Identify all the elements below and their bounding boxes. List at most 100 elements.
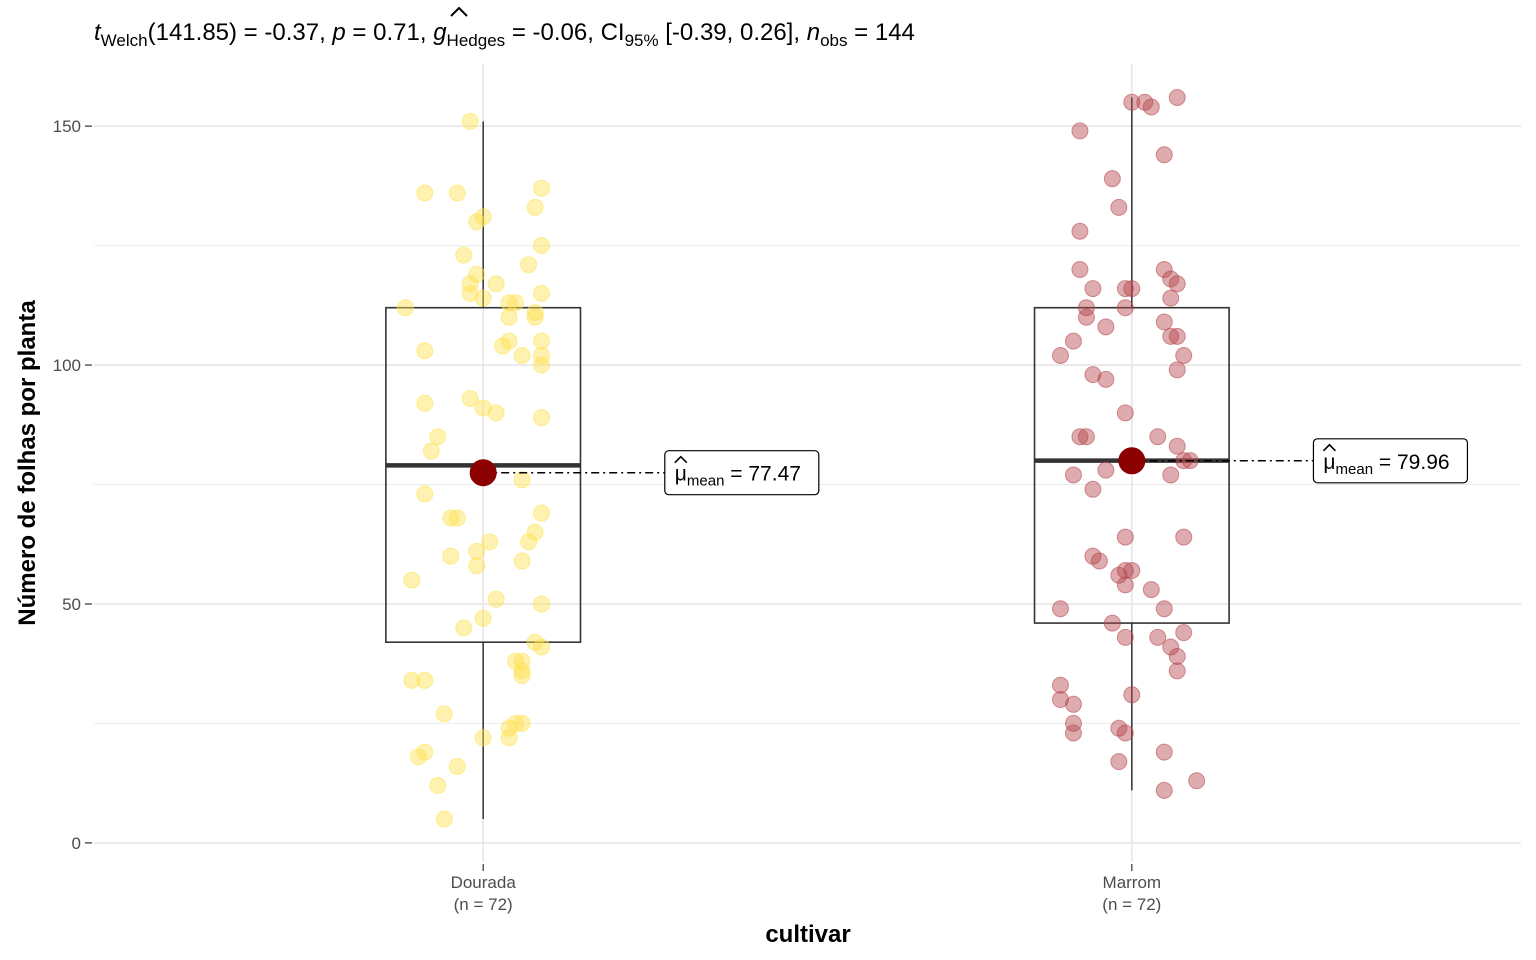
y-tick-label: 0	[72, 834, 81, 853]
data-point	[435, 810, 453, 828]
data-point	[533, 346, 551, 364]
data-point	[474, 729, 492, 747]
data-point	[455, 619, 473, 637]
data-point	[1110, 753, 1128, 771]
data-point	[403, 571, 421, 589]
data-point	[1097, 461, 1115, 479]
data-point	[1116, 280, 1134, 298]
data-point	[1162, 289, 1180, 307]
data-point	[461, 284, 479, 302]
data-point	[409, 748, 427, 766]
data-point	[448, 509, 466, 527]
y-tick-label: 50	[62, 595, 81, 614]
data-point	[1051, 346, 1069, 364]
data-point	[1168, 327, 1186, 345]
data-point	[1071, 122, 1089, 140]
data-point	[1175, 528, 1193, 546]
data-point	[1168, 361, 1186, 379]
mean-label-text: μmean = 77.47	[675, 463, 801, 490]
box-marrom	[1033, 306, 1230, 624]
data-point	[1071, 428, 1089, 446]
data-point	[1168, 88, 1186, 106]
data-point	[1155, 743, 1173, 761]
data-point	[1097, 318, 1115, 336]
data-point	[474, 399, 492, 417]
data-point	[500, 729, 518, 747]
data-point	[1123, 280, 1141, 298]
x-tick-count: (n = 72)	[454, 895, 513, 914]
data-point	[1116, 724, 1134, 742]
data-point	[468, 557, 486, 575]
data-point	[1142, 581, 1160, 599]
data-point	[533, 504, 551, 522]
data-point	[1077, 299, 1095, 317]
data-point	[481, 533, 499, 551]
data-point	[1162, 466, 1180, 484]
data-point	[1090, 552, 1108, 570]
data-point	[494, 337, 512, 355]
data-point	[396, 299, 414, 317]
data-point	[1123, 93, 1141, 111]
data-point	[1155, 600, 1173, 618]
data-point	[1168, 275, 1186, 293]
data-point	[442, 509, 460, 527]
data-point	[1162, 327, 1180, 345]
data-point	[487, 590, 505, 608]
data-point	[416, 342, 434, 360]
data-point	[520, 256, 538, 274]
data-point	[513, 346, 531, 364]
data-point	[513, 667, 531, 685]
data-point	[1155, 260, 1173, 278]
data-point	[1110, 198, 1128, 216]
data-point	[461, 112, 479, 130]
data-point	[1084, 480, 1102, 498]
data-point	[416, 184, 434, 202]
box-dourada	[385, 306, 582, 643]
data-point	[507, 294, 525, 312]
data-point	[1155, 781, 1173, 799]
data-point	[1084, 366, 1102, 384]
data-point	[1149, 628, 1167, 646]
y-tick-label: 150	[53, 117, 81, 136]
data-point	[1064, 724, 1082, 742]
mean-markers: μmean = 77.47 μmean = 79.96	[469, 438, 1469, 496]
mean-point	[1118, 447, 1146, 475]
data-point	[1168, 662, 1186, 680]
data-point	[1051, 691, 1069, 709]
data-point	[474, 609, 492, 627]
data-point	[533, 638, 551, 656]
data-point	[461, 275, 479, 293]
data-point	[1116, 404, 1134, 422]
data-points	[396, 88, 1206, 828]
chart-subtitle: tWelch(141.85) = -0.37, p = 0.71, gHedge…	[94, 19, 915, 50]
axes: 0 50 100 150 Dourada (n = 72) Marrom (n = 72)	[53, 117, 1162, 914]
data-point	[416, 485, 434, 503]
hat-icon	[674, 455, 688, 464]
data-point	[500, 308, 518, 326]
data-point	[416, 394, 434, 412]
data-point	[1051, 600, 1069, 618]
y-axis-title: Número de folhas por planta	[14, 300, 41, 626]
x-tick-label: Marrom	[1103, 873, 1162, 892]
data-point	[533, 595, 551, 613]
data-point	[1188, 772, 1206, 790]
data-point	[1084, 280, 1102, 298]
data-point	[533, 409, 551, 427]
data-point	[455, 246, 473, 264]
data-point	[487, 404, 505, 422]
x-axis-title: cultivar	[765, 921, 850, 948]
data-point	[474, 289, 492, 307]
data-point	[1064, 332, 1082, 350]
data-point	[422, 442, 440, 460]
hat-icon	[450, 6, 468, 17]
data-point	[1116, 299, 1134, 317]
data-point	[435, 705, 453, 723]
data-point	[513, 471, 531, 489]
data-point	[1116, 576, 1134, 594]
data-point	[513, 552, 531, 570]
data-point	[1103, 614, 1121, 632]
data-point	[507, 652, 525, 670]
mean-label-box	[664, 450, 820, 496]
data-point	[500, 294, 518, 312]
data-point	[1097, 370, 1115, 388]
